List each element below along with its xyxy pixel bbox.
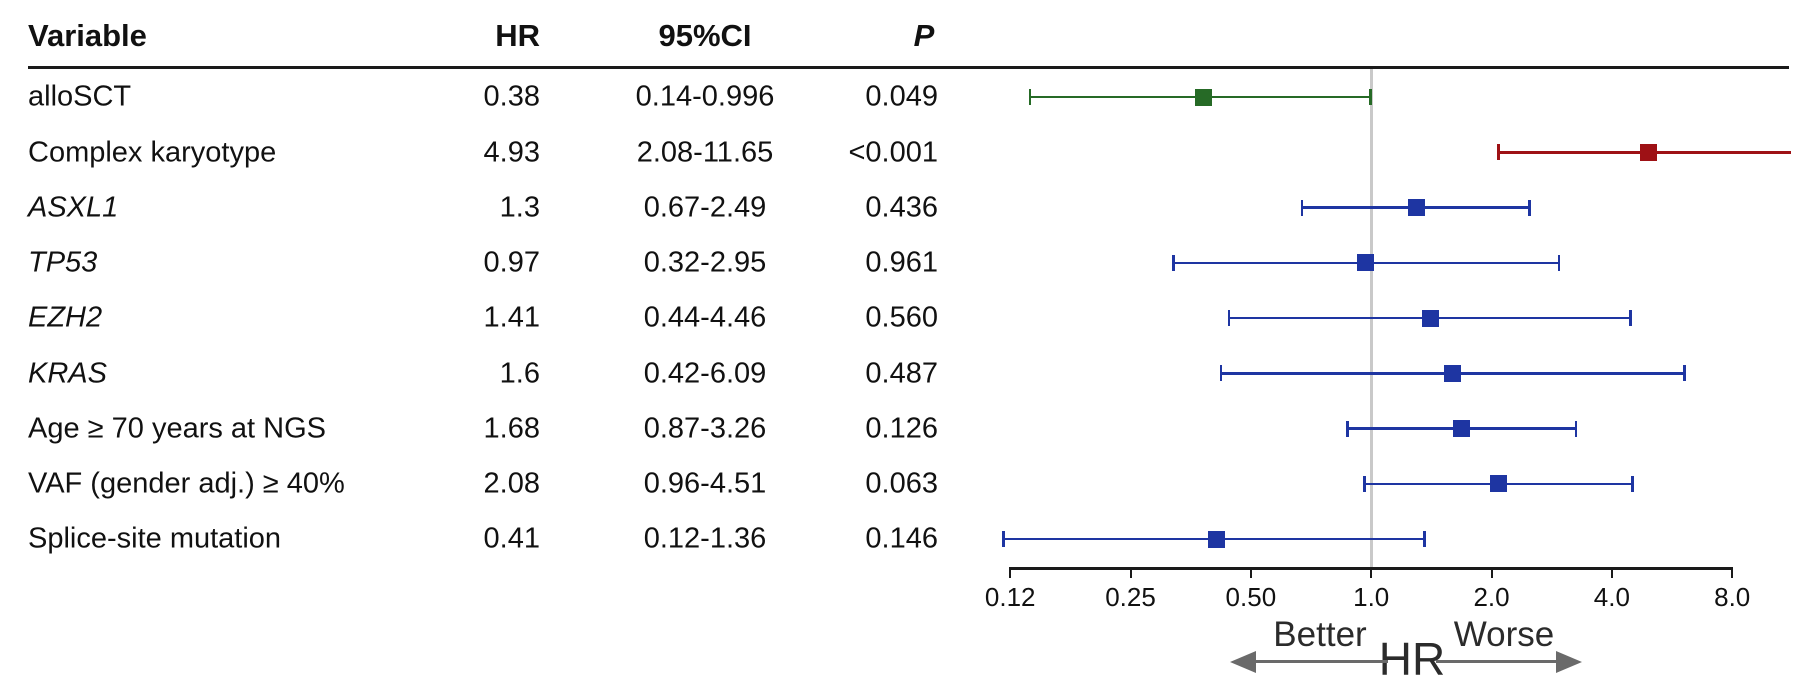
p-cell: 0.961 xyxy=(865,246,938,279)
ci-cell: 0.96-4.51 xyxy=(643,467,767,500)
x-axis-tick-label: 1.0 xyxy=(1353,582,1390,612)
ci-cap-lower xyxy=(1497,144,1500,161)
x-axis-tick xyxy=(1249,568,1252,578)
ci-cap-lower xyxy=(1172,254,1175,271)
ci-cell: 0.67-2.49 xyxy=(643,191,767,224)
table-row: TP53 0.97 0.32-2.95 0.961 xyxy=(0,235,1000,291)
hr-cell: 1.6 xyxy=(499,357,540,390)
x-axis-tick xyxy=(1370,568,1373,578)
x-axis-tick-label: 4.0 xyxy=(1593,582,1630,612)
arrow-left-shaft xyxy=(1252,660,1388,663)
ci-cap-upper xyxy=(1528,199,1531,216)
p-cell: 0.487 xyxy=(865,357,938,390)
p-cell: 0.126 xyxy=(865,412,938,445)
x-axis-tick-label: 0.50 xyxy=(1225,582,1277,612)
hr-point-marker xyxy=(1207,530,1225,548)
table-row: Complex karyotype 4.93 2.08-11.65 <0.001 xyxy=(0,125,1000,181)
hr-cell: 0.38 xyxy=(483,80,540,113)
x-axis-tick-label: 2.0 xyxy=(1473,582,1510,612)
header-ci: 95%CI xyxy=(658,18,752,53)
x-axis-tick-label: 8.0 xyxy=(1714,582,1751,612)
x-axis-tick xyxy=(1129,568,1132,578)
variable-cell: Age ≥ 70 years at NGS xyxy=(28,412,327,445)
p-cell: 0.063 xyxy=(865,467,938,500)
p-cell: 0.560 xyxy=(865,301,938,334)
variable-cell: VAF (gender adj.) ≥ 40% xyxy=(28,467,345,500)
worse-label: Worse xyxy=(1453,615,1555,654)
ci-cap-lower xyxy=(1219,365,1223,382)
ci-cap-lower xyxy=(1227,310,1231,326)
arrow-right-shaft xyxy=(1436,660,1558,663)
x-axis-tick-label: 0.12 xyxy=(984,582,1036,612)
x-axis-tick xyxy=(1009,568,1012,578)
ci-cap-upper xyxy=(1574,420,1578,437)
variable-cell: Complex karyotype xyxy=(28,136,277,169)
table-row: alloSCT 0.38 0.14-0.996 0.049 xyxy=(0,69,1000,125)
p-cell: 0.436 xyxy=(865,191,938,224)
header-p: P xyxy=(913,18,935,53)
x-axis-tick xyxy=(1610,568,1613,578)
ci-cell: 0.42-6.09 xyxy=(643,357,767,390)
hr-point-marker xyxy=(1408,199,1426,216)
ci-cap-lower xyxy=(1028,89,1032,105)
ci-cap-upper xyxy=(1631,475,1634,492)
arrow-left-head xyxy=(1230,651,1256,673)
hr-point-marker xyxy=(1357,254,1375,272)
x-axis-tick xyxy=(1731,568,1734,578)
variable-cell: KRAS xyxy=(28,357,107,390)
header-variable: Variable xyxy=(28,18,147,53)
hr-point-marker xyxy=(1452,420,1470,437)
table-row: ASXL1 1.3 0.67-2.49 0.436 xyxy=(0,180,1000,236)
variable-cell: alloSCT xyxy=(28,80,132,113)
hr-cell: 1.3 xyxy=(499,191,540,224)
arrow-right-head xyxy=(1556,651,1582,673)
table-header-row: Variable HR 95%CI P xyxy=(0,8,1000,64)
hr-point-marker xyxy=(1639,143,1657,161)
hr-cell: 4.93 xyxy=(483,136,540,169)
p-cell: 0.146 xyxy=(865,522,938,555)
ci-cell: 0.14-0.996 xyxy=(635,80,775,113)
ci-cap-lower xyxy=(1002,531,1005,547)
variable-cell: ASXL1 xyxy=(28,191,119,224)
ci-cap-upper xyxy=(1369,89,1372,105)
header-divider xyxy=(28,66,1789,69)
ci-cap-lower xyxy=(1346,420,1349,437)
table-row: Age ≥ 70 years at NGS 1.68 0.87-3.26 0.126 xyxy=(0,401,1000,457)
variable-cell: TP53 xyxy=(28,246,98,279)
ci-cell: 0.32-2.95 xyxy=(643,246,767,279)
hr-point-marker xyxy=(1489,475,1507,493)
hr-cell: 2.08 xyxy=(483,467,540,500)
ci-cap-upper xyxy=(1683,365,1686,382)
hr-cell: 1.41 xyxy=(483,301,540,334)
table-row: VAF (gender adj.) ≥ 40% 2.08 0.96-4.51 0.06… xyxy=(0,456,1000,512)
hr-point-marker xyxy=(1444,364,1462,382)
table-row: KRAS 1.6 0.42-6.09 0.487 xyxy=(0,346,1000,402)
variable-cell: EZH2 xyxy=(28,301,103,334)
hr-point-marker xyxy=(1194,88,1212,106)
ci-cap-upper xyxy=(1423,531,1426,547)
better-label: Better xyxy=(1273,615,1367,654)
p-cell: <0.001 xyxy=(848,136,938,169)
table-row: Splice-site mutation 0.41 0.12-1.36 0.146 xyxy=(0,511,1000,567)
header-hr: HR xyxy=(495,18,540,53)
ci-cell: 0.87-3.26 xyxy=(643,412,767,445)
x-axis-tick-label: 0.25 xyxy=(1105,582,1156,612)
ci-cap-upper xyxy=(1557,254,1560,271)
table-row: EZH2 1.41 0.44-4.46 0.560 xyxy=(0,290,1000,346)
ci-cap-upper xyxy=(1629,310,1632,326)
variable-cell: Splice-site mutation xyxy=(28,522,282,555)
ci-cell: 2.08-11.65 xyxy=(636,136,774,169)
hr-cell: 0.97 xyxy=(483,246,540,279)
hr-axis-label: HR xyxy=(1378,633,1446,685)
ci-cell: 0.12-1.36 xyxy=(643,522,767,555)
ci-cap-lower xyxy=(1300,199,1304,216)
hr-point-marker xyxy=(1422,309,1440,327)
x-axis-tick xyxy=(1490,568,1493,578)
p-cell: 0.049 xyxy=(865,80,938,113)
ci-cap-lower xyxy=(1363,475,1366,492)
hr-cell: 1.68 xyxy=(483,412,540,445)
hr-cell: 0.41 xyxy=(483,522,540,555)
ci-cell: 0.44-4.46 xyxy=(643,301,767,334)
